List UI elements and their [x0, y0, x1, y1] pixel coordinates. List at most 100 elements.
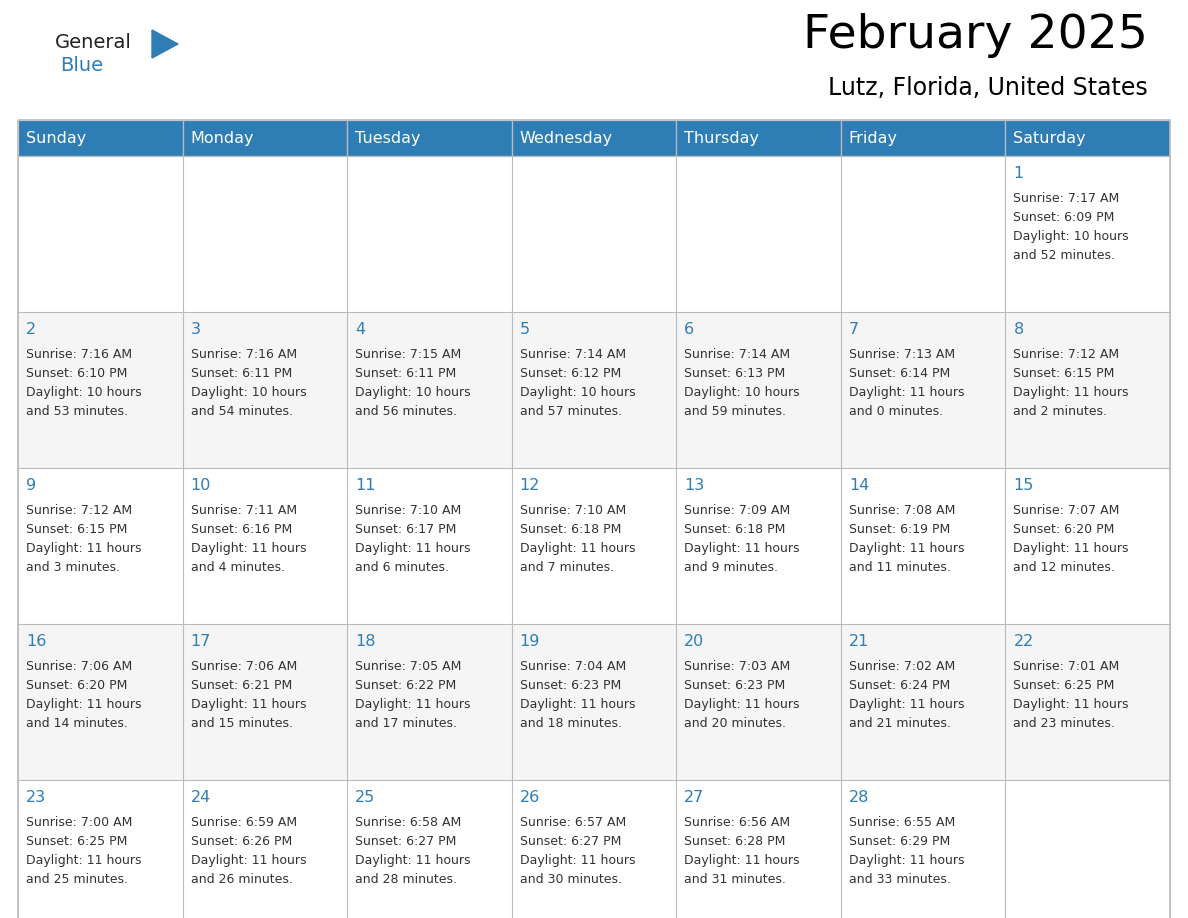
Text: Daylight: 11 hours: Daylight: 11 hours — [26, 698, 141, 711]
Bar — [1005, 468, 1170, 624]
Bar — [18, 468, 183, 624]
Text: Sunrise: 6:56 AM: Sunrise: 6:56 AM — [684, 816, 790, 829]
Text: Sunset: 6:10 PM: Sunset: 6:10 PM — [26, 367, 127, 380]
Text: and 53 minutes.: and 53 minutes. — [26, 405, 128, 418]
Text: and 12 minutes.: and 12 minutes. — [1013, 561, 1116, 574]
Bar — [512, 624, 676, 780]
Bar — [512, 120, 676, 156]
Bar — [841, 120, 1005, 156]
Text: Sunrise: 7:05 AM: Sunrise: 7:05 AM — [355, 660, 461, 673]
Bar — [183, 120, 347, 156]
Text: 1: 1 — [1013, 166, 1024, 181]
Bar — [1005, 624, 1170, 780]
Text: Daylight: 11 hours: Daylight: 11 hours — [684, 698, 800, 711]
Text: and 54 minutes.: and 54 minutes. — [190, 405, 292, 418]
Text: Daylight: 11 hours: Daylight: 11 hours — [519, 542, 636, 555]
Text: Sunset: 6:15 PM: Sunset: 6:15 PM — [26, 523, 127, 536]
Text: Sunset: 6:18 PM: Sunset: 6:18 PM — [519, 523, 621, 536]
Text: Sunset: 6:21 PM: Sunset: 6:21 PM — [190, 679, 292, 692]
Text: Sunset: 6:27 PM: Sunset: 6:27 PM — [355, 835, 456, 848]
Text: 25: 25 — [355, 790, 375, 805]
Text: Monday: Monday — [190, 130, 254, 145]
Bar — [841, 468, 1005, 624]
Text: Sunset: 6:27 PM: Sunset: 6:27 PM — [519, 835, 621, 848]
Text: and 4 minutes.: and 4 minutes. — [190, 561, 285, 574]
Text: Lutz, Florida, United States: Lutz, Florida, United States — [828, 76, 1148, 100]
Text: Daylight: 11 hours: Daylight: 11 hours — [355, 698, 470, 711]
Text: 18: 18 — [355, 634, 375, 649]
Text: and 56 minutes.: and 56 minutes. — [355, 405, 457, 418]
Text: and 59 minutes.: and 59 minutes. — [684, 405, 786, 418]
Text: Sunset: 6:13 PM: Sunset: 6:13 PM — [684, 367, 785, 380]
Text: Daylight: 11 hours: Daylight: 11 hours — [1013, 386, 1129, 399]
Text: Sunrise: 6:59 AM: Sunrise: 6:59 AM — [190, 816, 297, 829]
Bar — [183, 780, 347, 918]
Text: Thursday: Thursday — [684, 130, 759, 145]
Bar — [18, 120, 183, 156]
Text: Sunrise: 7:10 AM: Sunrise: 7:10 AM — [355, 504, 461, 517]
Text: Daylight: 11 hours: Daylight: 11 hours — [190, 698, 307, 711]
Text: Saturday: Saturday — [1013, 130, 1086, 145]
Text: Sunrise: 6:58 AM: Sunrise: 6:58 AM — [355, 816, 461, 829]
Bar — [676, 312, 841, 468]
Bar — [18, 312, 183, 468]
Text: Sunset: 6:12 PM: Sunset: 6:12 PM — [519, 367, 621, 380]
Text: Sunset: 6:11 PM: Sunset: 6:11 PM — [355, 367, 456, 380]
Bar — [183, 312, 347, 468]
Text: and 9 minutes.: and 9 minutes. — [684, 561, 778, 574]
Text: and 57 minutes.: and 57 minutes. — [519, 405, 621, 418]
Text: 22: 22 — [1013, 634, 1034, 649]
Text: Sunrise: 7:06 AM: Sunrise: 7:06 AM — [190, 660, 297, 673]
Text: Sunset: 6:25 PM: Sunset: 6:25 PM — [26, 835, 127, 848]
Text: and 21 minutes.: and 21 minutes. — [849, 717, 950, 730]
Text: Sunset: 6:26 PM: Sunset: 6:26 PM — [190, 835, 292, 848]
Polygon shape — [152, 30, 178, 58]
Bar — [512, 468, 676, 624]
Text: Sunrise: 7:09 AM: Sunrise: 7:09 AM — [684, 504, 790, 517]
Bar — [841, 780, 1005, 918]
Bar — [1005, 120, 1170, 156]
Text: Sunset: 6:29 PM: Sunset: 6:29 PM — [849, 835, 950, 848]
Text: Daylight: 11 hours: Daylight: 11 hours — [190, 854, 307, 867]
Text: 17: 17 — [190, 634, 211, 649]
Bar — [841, 156, 1005, 312]
Text: Sunset: 6:18 PM: Sunset: 6:18 PM — [684, 523, 785, 536]
Bar — [347, 120, 512, 156]
Text: Sunset: 6:20 PM: Sunset: 6:20 PM — [26, 679, 127, 692]
Text: Sunset: 6:20 PM: Sunset: 6:20 PM — [1013, 523, 1114, 536]
Text: Sunset: 6:15 PM: Sunset: 6:15 PM — [1013, 367, 1114, 380]
Text: and 31 minutes.: and 31 minutes. — [684, 873, 786, 886]
Bar — [676, 624, 841, 780]
Text: Tuesday: Tuesday — [355, 130, 421, 145]
Text: 16: 16 — [26, 634, 46, 649]
Bar — [183, 468, 347, 624]
Text: Daylight: 10 hours: Daylight: 10 hours — [190, 386, 307, 399]
Text: 4: 4 — [355, 322, 365, 337]
Text: and 14 minutes.: and 14 minutes. — [26, 717, 128, 730]
Text: Daylight: 11 hours: Daylight: 11 hours — [684, 542, 800, 555]
Text: and 25 minutes.: and 25 minutes. — [26, 873, 128, 886]
Bar — [676, 468, 841, 624]
Text: Sunrise: 7:08 AM: Sunrise: 7:08 AM — [849, 504, 955, 517]
Text: Sunrise: 7:03 AM: Sunrise: 7:03 AM — [684, 660, 790, 673]
Text: 27: 27 — [684, 790, 704, 805]
Text: Sunrise: 6:57 AM: Sunrise: 6:57 AM — [519, 816, 626, 829]
Text: 24: 24 — [190, 790, 210, 805]
Text: Sunrise: 7:07 AM: Sunrise: 7:07 AM — [1013, 504, 1120, 517]
Text: Daylight: 11 hours: Daylight: 11 hours — [684, 854, 800, 867]
Bar — [183, 624, 347, 780]
Text: 11: 11 — [355, 478, 375, 493]
Text: and 2 minutes.: and 2 minutes. — [1013, 405, 1107, 418]
Text: Sunrise: 7:15 AM: Sunrise: 7:15 AM — [355, 348, 461, 361]
Bar — [676, 120, 841, 156]
Text: Sunrise: 7:06 AM: Sunrise: 7:06 AM — [26, 660, 132, 673]
Text: Sunday: Sunday — [26, 130, 87, 145]
Text: Daylight: 11 hours: Daylight: 11 hours — [519, 854, 636, 867]
Text: and 26 minutes.: and 26 minutes. — [190, 873, 292, 886]
Text: Daylight: 11 hours: Daylight: 11 hours — [519, 698, 636, 711]
Text: February 2025: February 2025 — [803, 13, 1148, 58]
Text: 9: 9 — [26, 478, 36, 493]
Text: 14: 14 — [849, 478, 870, 493]
Bar — [347, 780, 512, 918]
Text: Daylight: 10 hours: Daylight: 10 hours — [355, 386, 470, 399]
